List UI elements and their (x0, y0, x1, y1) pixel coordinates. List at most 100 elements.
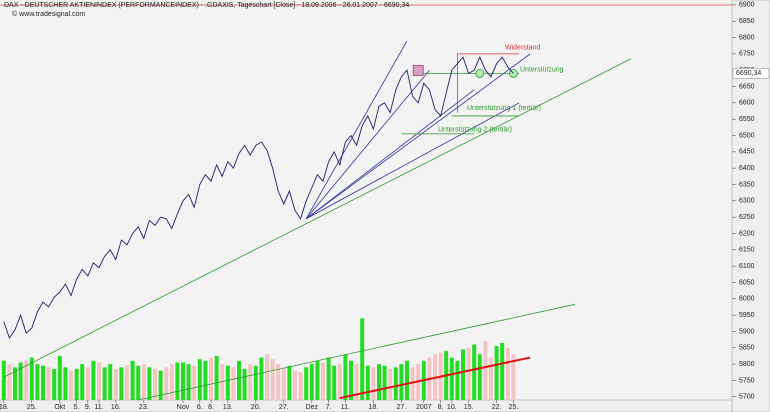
volume-bar (85, 367, 90, 400)
volume-bar (461, 349, 465, 400)
y-tick-label: 6150 (739, 247, 755, 254)
trendline (305, 89, 475, 220)
volume-bar (309, 364, 314, 400)
x-tick-label: 6. (197, 404, 203, 411)
annotation: Unterstützung (520, 66, 564, 73)
x-tick-label: 18. (369, 404, 379, 411)
trendline (138, 303, 576, 401)
volume-bar (483, 341, 488, 400)
volume-bar (164, 367, 169, 400)
volume-bar (57, 355, 62, 400)
volume-bar (97, 362, 101, 400)
trendline (3, 58, 632, 378)
trendline (339, 356, 531, 400)
volume-bar (52, 368, 57, 400)
x-tick-label: 5. (74, 404, 80, 411)
volume-bar (181, 362, 185, 400)
volume-bar (298, 372, 303, 400)
y-tick-label: 6350 (739, 181, 755, 188)
x-tick-label: 16. (111, 404, 121, 411)
volume-bar (259, 357, 264, 400)
volume-bar (360, 318, 365, 400)
last-value-label: 6690,34 (736, 70, 761, 77)
y-tick-label: 6250 (739, 214, 755, 221)
x-axis-area (0, 399, 733, 412)
x-tick-label: 15. (464, 404, 474, 411)
y-tick-label: 5900 (739, 328, 755, 335)
volume-bar (405, 360, 409, 400)
volume-bar (321, 362, 325, 400)
volume-bar (29, 357, 34, 400)
volume-bar (192, 365, 197, 400)
x-tick-label: 22. (492, 404, 502, 411)
volume-bar (281, 367, 286, 400)
y-tick-label: 6650 (739, 83, 755, 90)
x-tick-label: 20. (251, 404, 261, 411)
y-tick-label: 6100 (739, 263, 755, 270)
volume-bar (35, 364, 40, 400)
price-line (3, 55, 514, 339)
volume-bar (13, 367, 17, 400)
x-tick-label: 11. (94, 404, 103, 411)
chart-title: DAX - DEUTSCHER AKTIENINDEX (PERFORMANCE… (4, 2, 409, 9)
volume-bar (209, 357, 213, 400)
volume-bar (399, 364, 404, 400)
volume-bar (332, 365, 337, 400)
volume-bar (46, 367, 51, 400)
y-tick-label: 6550 (739, 116, 755, 123)
last-value-box (732, 68, 770, 79)
volume-bar (153, 368, 157, 400)
volume-bar (354, 364, 359, 400)
volume-bar (63, 367, 68, 400)
y-tick-label: 6750 (739, 51, 755, 58)
trendline (305, 40, 408, 219)
volume-bar (293, 370, 297, 400)
volume-bar (253, 365, 258, 400)
volume-bar (125, 365, 129, 400)
volume-bar (276, 364, 281, 400)
volume-bar (377, 364, 381, 400)
volume-bar (382, 365, 387, 400)
volume-bar (41, 365, 45, 400)
volume-bar (74, 368, 79, 400)
volume-bar (24, 360, 29, 400)
x-tick-label: 25. (509, 404, 519, 411)
volume-bar (494, 346, 499, 400)
y-tick-label: 5950 (739, 312, 755, 319)
volume-bar (18, 362, 23, 400)
x-tick-label: Nov (177, 404, 190, 411)
volume-bar (365, 365, 370, 400)
marker-square (412, 65, 424, 76)
volume-bar (147, 367, 152, 400)
y-tick-label: 6800 (739, 34, 755, 41)
volume-bar (80, 364, 85, 400)
y-tick-label: 6850 (739, 18, 755, 25)
volume-bar (248, 364, 253, 400)
volume-bar (455, 360, 460, 400)
volume-bar (130, 360, 135, 400)
volume-bar (102, 367, 107, 400)
volume-bar (477, 354, 482, 400)
volume-bar (388, 368, 393, 400)
volume-bar (231, 367, 236, 400)
volume-bar (141, 364, 146, 400)
volume-bar (489, 357, 493, 400)
x-tick-label: 11. (341, 404, 350, 411)
x-tick-label: 23. (139, 404, 149, 411)
x-tick-label: Okt (54, 404, 65, 411)
volume-bar (511, 354, 516, 400)
y-tick-label: 5700 (739, 394, 755, 401)
volume-bar (113, 368, 118, 400)
x-tick-label: 2007 (416, 404, 432, 411)
y-tick-label: 5850 (739, 345, 755, 352)
annotation: Unterstützung 2 (tertiär) (438, 127, 512, 134)
volume-bar (186, 364, 191, 400)
volume-bar (270, 359, 275, 400)
x-tick-label: 8. (438, 404, 444, 411)
trendline (305, 53, 531, 220)
volume-bar (410, 367, 415, 400)
volume-bar (1, 360, 6, 400)
volume-bar (505, 347, 510, 400)
volume-bar (304, 367, 309, 400)
volume-bar (158, 370, 163, 400)
